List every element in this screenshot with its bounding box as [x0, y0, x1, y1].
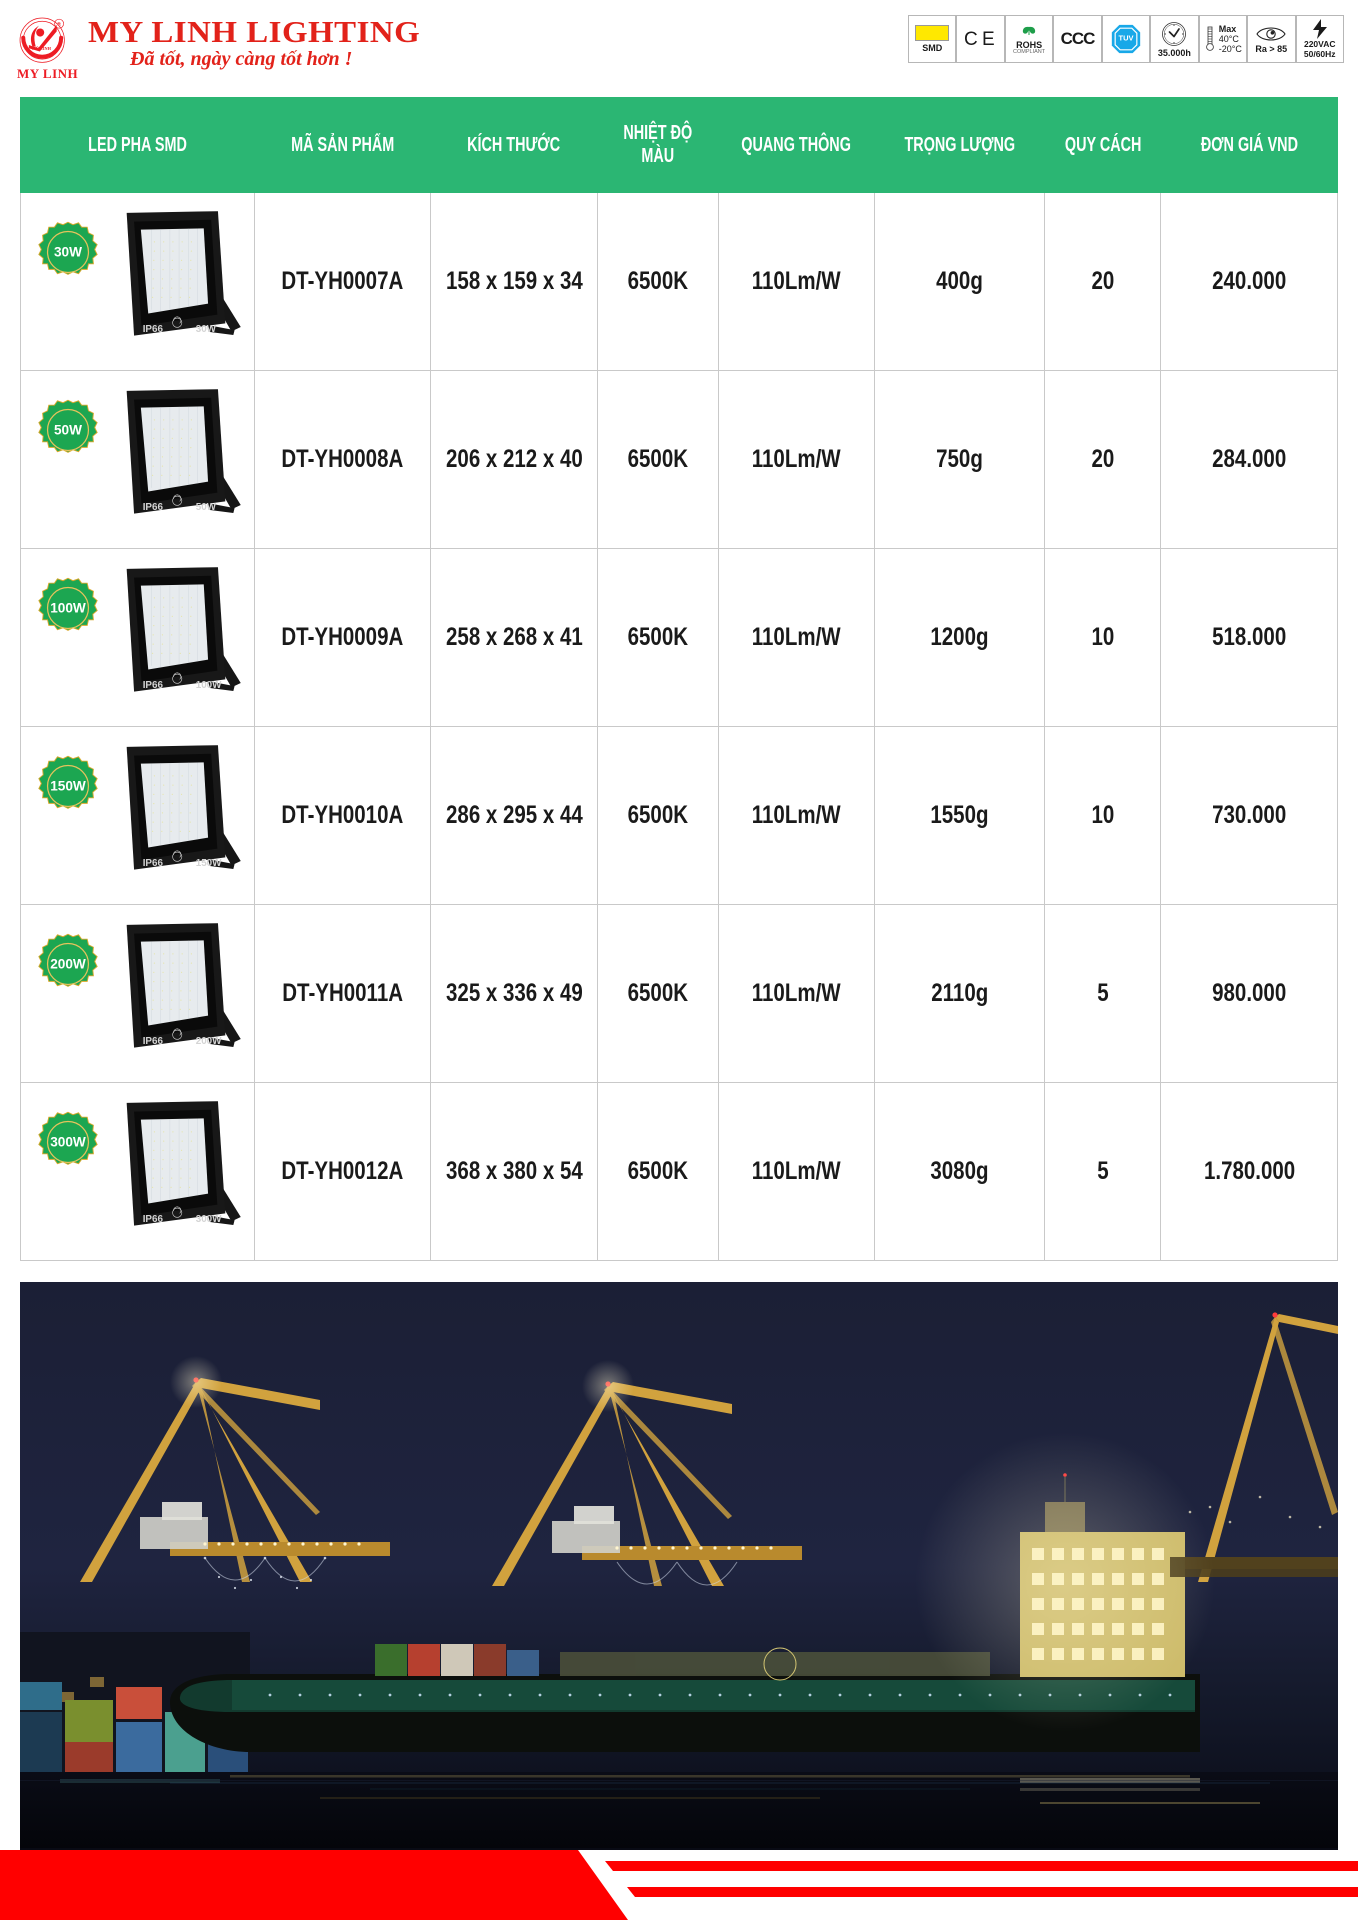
- svg-text:150W: 150W: [50, 778, 86, 793]
- svg-text:50W: 50W: [196, 501, 217, 512]
- svg-text:TUV: TUV: [1118, 34, 1133, 43]
- svg-text:100W: 100W: [196, 679, 222, 690]
- svg-text:MỸ LINH: MỸ LINH: [32, 46, 52, 51]
- svg-text:200W: 200W: [196, 1035, 222, 1046]
- svg-text:100W: 100W: [50, 600, 86, 615]
- svg-text:R: R: [57, 22, 61, 28]
- svg-text:300W: 300W: [196, 1213, 222, 1224]
- svg-text:30W: 30W: [196, 323, 217, 334]
- svg-text:50W: 50W: [54, 422, 82, 437]
- svg-text:C: C: [964, 29, 978, 49]
- svg-text:150W: 150W: [196, 857, 222, 868]
- svg-text:200W: 200W: [50, 956, 86, 971]
- svg-text:E: E: [982, 29, 995, 49]
- svg-text:300W: 300W: [50, 1134, 86, 1149]
- svg-text:30W: 30W: [54, 244, 82, 259]
